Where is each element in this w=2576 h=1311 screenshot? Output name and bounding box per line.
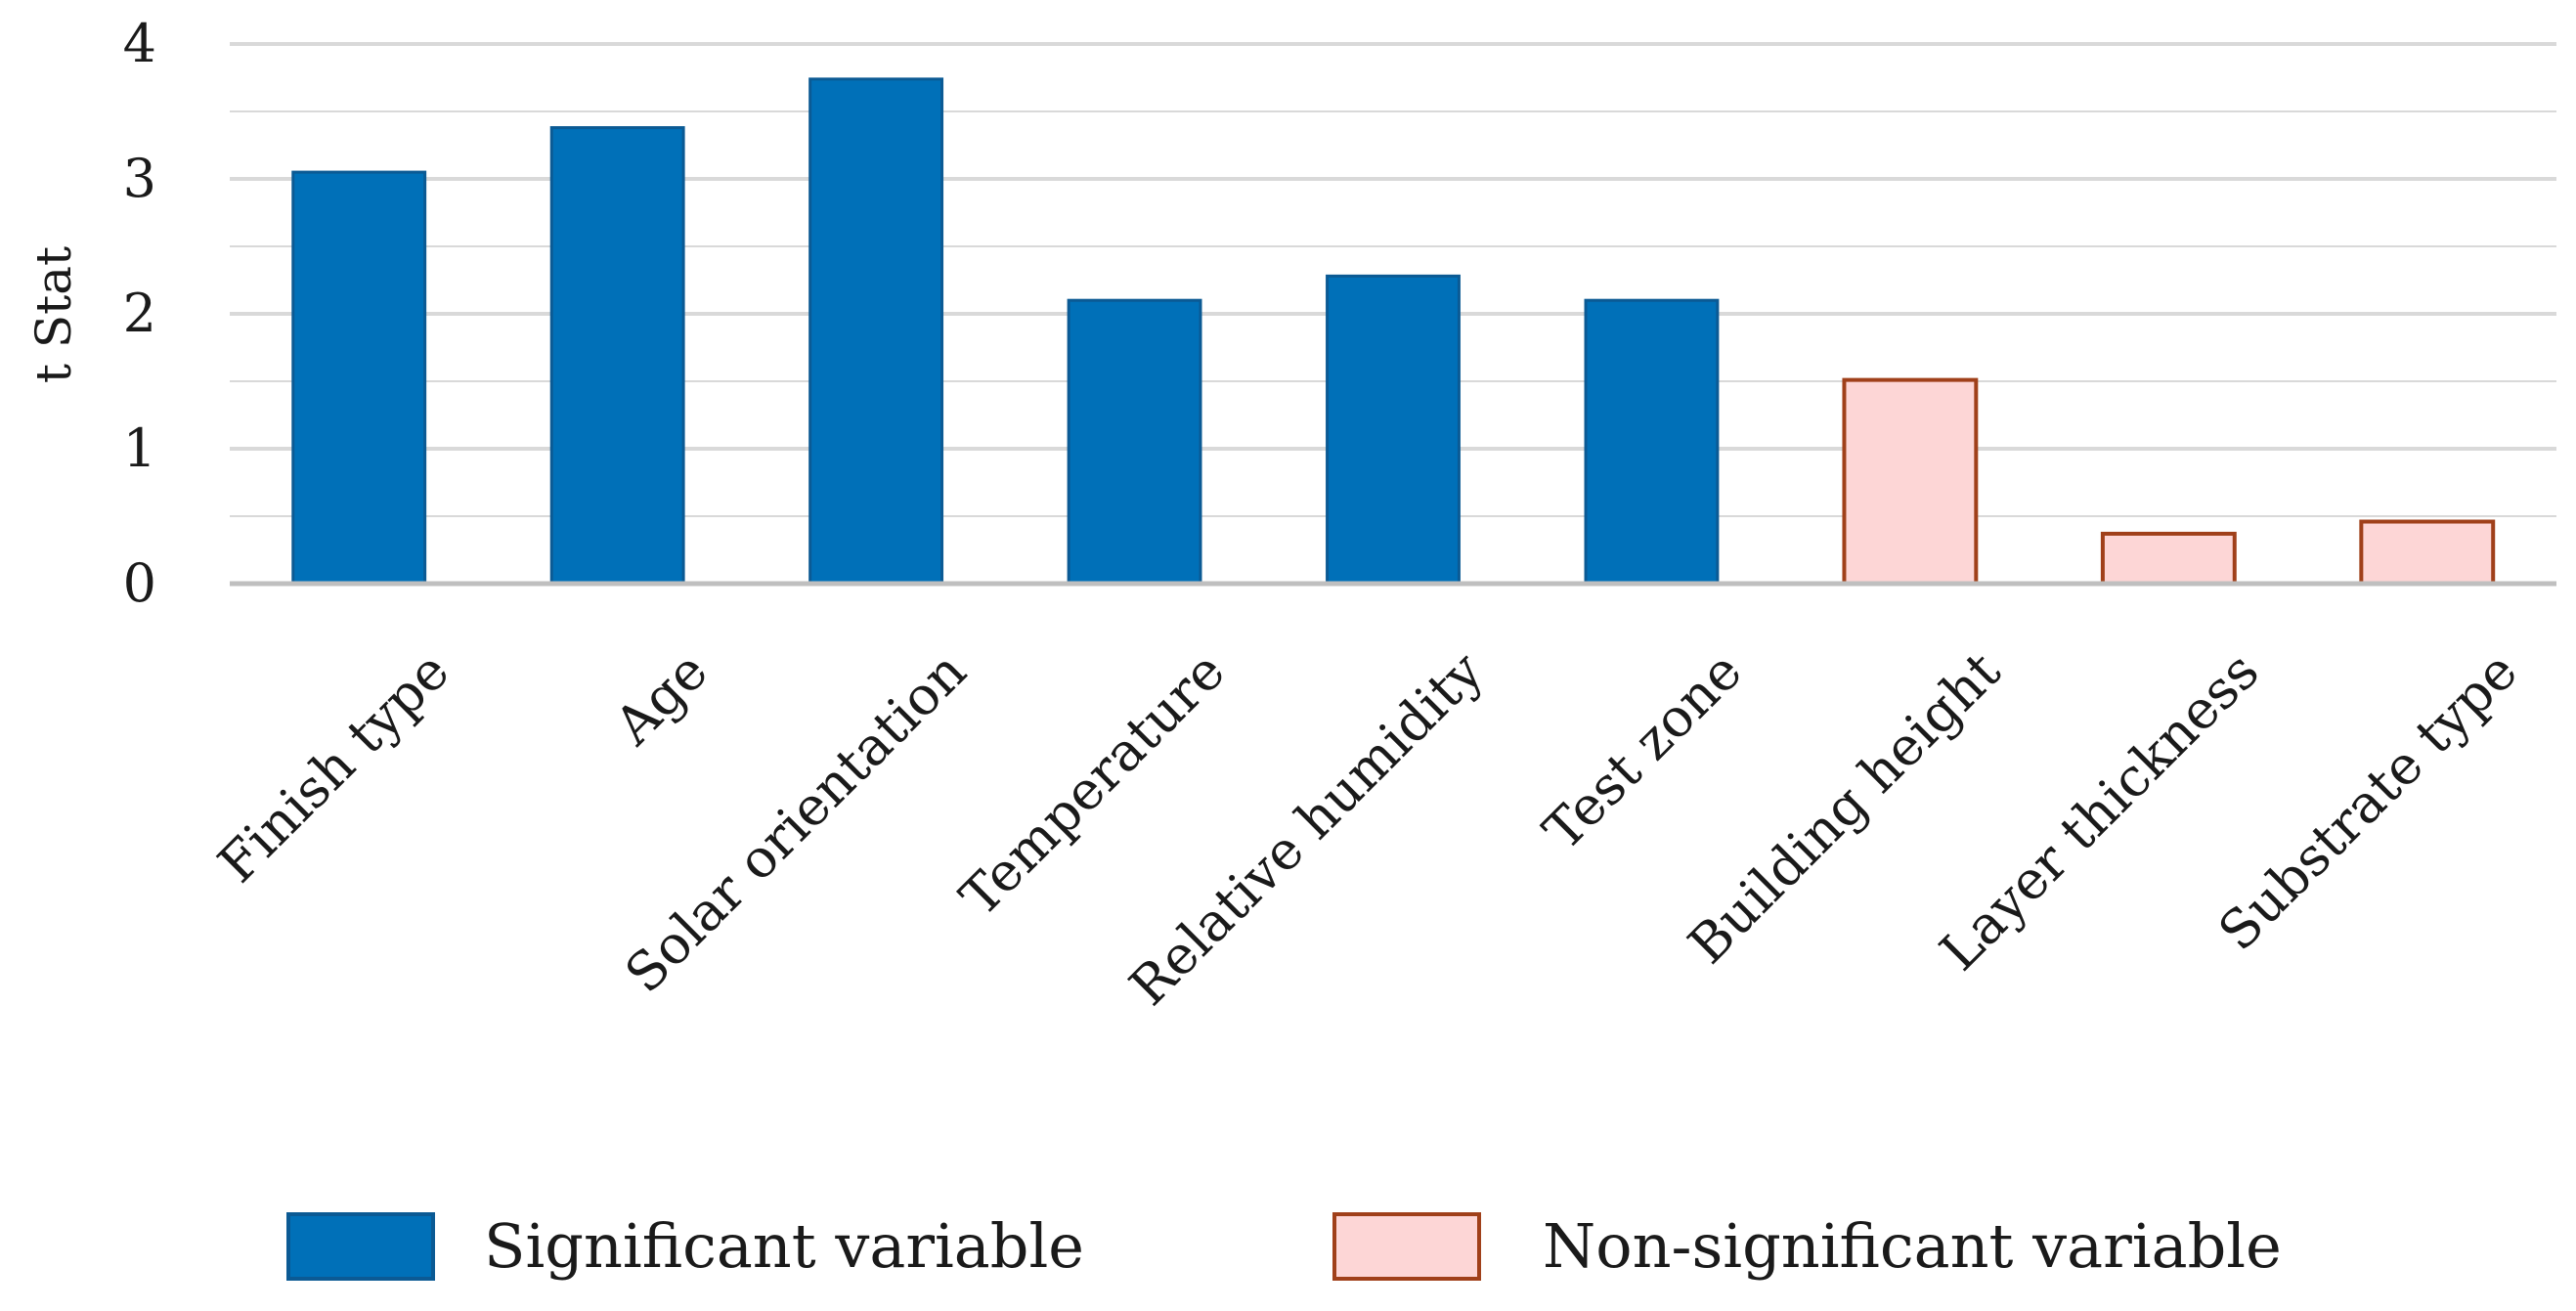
bars [291,77,2496,587]
legend-swatch [1332,1212,1481,1281]
y-tick-label: 3 [123,148,156,209]
x-tick-label: Age [602,640,720,758]
bar-substrate-type [2359,519,2496,587]
bar-temperature [1067,298,1202,586]
x-tick-label: Finish type [206,640,460,895]
bar-finish-type [291,170,427,586]
legend-label: Significant variable [484,1210,1084,1282]
bar-relative-humidity [1326,274,1461,586]
bar-layer-thickness [2100,531,2237,587]
legend: Significant variable Non-significant vari… [286,1210,2282,1282]
y-tick-label: 4 [123,13,156,74]
y-axis-label: t Stat [25,246,82,383]
y-tick-labels: 0 1 2 3 4 [123,13,156,614]
bar-test-zone [1584,298,1720,586]
x-tick-label: Test zone [1532,640,1754,862]
bar-age [549,126,685,586]
y-tick-label: 0 [123,552,156,614]
y-tick-label: 2 [123,283,156,344]
bar-solar-orientation [808,77,944,586]
bar-building-height [1842,377,1979,586]
y-tick-label: 1 [123,417,156,479]
legend-swatch [286,1212,435,1281]
x-tick-label: Temperature [948,640,1237,929]
legend-label: Non-significant variable [1543,1210,2282,1282]
